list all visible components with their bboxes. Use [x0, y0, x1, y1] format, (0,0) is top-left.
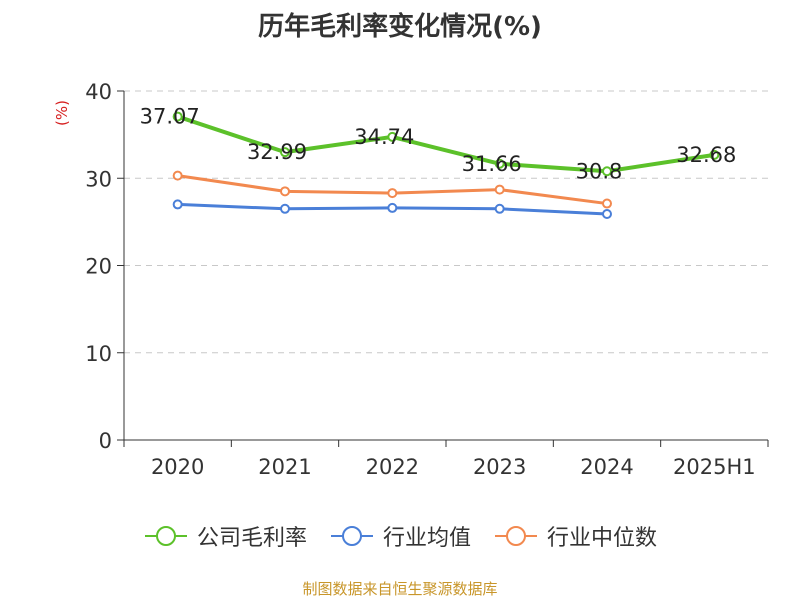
legend-label-company: 公司毛利率: [196, 526, 307, 551]
legend-marker-industry-median-icon: [495, 526, 537, 546]
data-point-0: [387, 131, 398, 142]
data-point-2: [280, 186, 290, 197]
y-tick-label: 40: [85, 80, 112, 104]
data-point-1: [172, 199, 183, 210]
data-point-2: [494, 184, 505, 195]
data-label: 31.66: [462, 152, 522, 176]
data-point-0: [172, 111, 183, 122]
data-point-0: [280, 147, 290, 158]
chart-title: 历年毛利率变化情况(%): [258, 12, 542, 42]
y-tick-label: 30: [85, 167, 112, 191]
y-tick-label: 10: [85, 342, 112, 366]
legend-label-industry-average: 行业均值: [382, 526, 471, 551]
legend-marker-industry-average-icon: [330, 526, 373, 546]
series-line-0: [175, 114, 717, 174]
data-label: 34.74: [354, 125, 414, 149]
data-label: 37.07: [140, 105, 200, 129]
series-lines: [172, 111, 720, 220]
data-labels: 37.07 32.99 34.74 31.66 30.8 32.68: [140, 105, 737, 184]
legend-item-company[interactable]: 公司毛利率: [143, 520, 307, 552]
data-label: 32.68: [676, 143, 736, 167]
x-tick-label: 2023: [473, 455, 526, 479]
legend-item-industry-median[interactable]: 行业中位数: [493, 520, 657, 552]
chart-legend: 公司毛利率 行业均值 行业中位数: [0, 520, 800, 552]
data-label: 30.8: [576, 159, 623, 183]
x-tick-label: 2020: [151, 455, 204, 479]
y-tick-label: 20: [85, 255, 112, 279]
data-point-1: [494, 203, 505, 214]
legend-label-industry-median: 行业中位数: [547, 526, 658, 551]
data-source-note: 制图数据来自恒生聚源数据库: [302, 580, 498, 598]
data-point-0: [602, 166, 612, 177]
axes: 0 10 20 30 40 2020 2021 2022 2023 2024 2025H1: [85, 80, 769, 479]
x-tick-label: 2021: [258, 455, 311, 479]
data-point-2: [172, 170, 183, 181]
data-point-2: [387, 188, 398, 199]
data-label: 32.99: [247, 140, 307, 164]
data-point-1: [280, 203, 290, 214]
data-point-1: [602, 209, 612, 220]
data-point-0: [709, 149, 720, 160]
x-tick-label: 2022: [366, 455, 419, 479]
x-tick-label: 2024: [580, 455, 633, 479]
data-point-2: [602, 198, 612, 209]
legend-marker-company-icon: [144, 526, 187, 546]
grid-lines: [124, 90, 768, 354]
data-point-1: [387, 202, 398, 213]
y-tick-label: 0: [99, 429, 112, 453]
data-point-0: [494, 158, 505, 169]
x-tick-label: 2025H1: [673, 455, 756, 479]
legend-item-industry-average[interactable]: 行业均值: [329, 520, 471, 552]
